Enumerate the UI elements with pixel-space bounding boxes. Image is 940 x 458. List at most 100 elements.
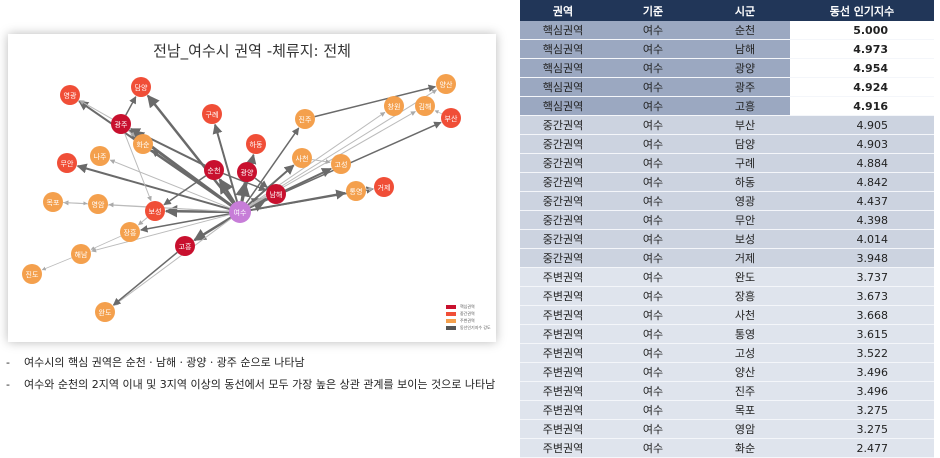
cell-base: 여수: [606, 96, 700, 116]
legend-swatch: [446, 304, 456, 309]
graph-node: 여수: [229, 201, 251, 223]
legend-item: 동선인기지수 강도: [446, 324, 491, 331]
graph-title: 전남_여수시 권역 -체류지: 전체: [153, 42, 351, 60]
cell-score: 3.673: [790, 286, 934, 306]
cell-city: 부산: [700, 115, 790, 135]
table-row: 주변권역 여수 양산 3.496: [520, 362, 934, 382]
graph-node: 장흥: [120, 222, 140, 242]
cell-score: 3.668: [790, 305, 934, 325]
legend-item: 중간권역: [446, 310, 491, 317]
cell-city: 순천: [700, 21, 790, 40]
note-text: 여수와 순천의 2지역 이내 및 3지역 이상의 동선에서 모두 가장 높은 상…: [24, 378, 496, 391]
graph-edge: [76, 163, 231, 211]
cell-city: 목포: [700, 400, 790, 420]
cell-score: 3.275: [790, 400, 934, 420]
graph-node-label: 여수: [234, 208, 247, 217]
cell-city: 양산: [700, 362, 790, 382]
graph-node: 거제: [374, 177, 394, 197]
graph-node-circle: [374, 177, 394, 197]
graph-node-circle: [175, 236, 195, 256]
table-row: 주변권역 여수 영암 3.275: [520, 419, 934, 439]
graph-node: 보성: [145, 201, 165, 221]
graph-node-circle: [71, 244, 91, 264]
graph-node: 해남: [71, 244, 91, 264]
graph-node: 영암: [88, 194, 108, 214]
graph-node-circle: [57, 153, 77, 173]
graph-node-circle: [436, 74, 456, 94]
graph-node-label: 해남: [75, 250, 88, 259]
graph-node-label: 무안: [61, 159, 74, 168]
graph-node-circle: [295, 109, 315, 129]
graph-node: 완도: [95, 302, 115, 322]
graph-node-label: 남해: [270, 190, 283, 199]
graph-node-circle: [415, 96, 435, 116]
graph-node-circle: [292, 148, 312, 168]
cell-base: 여수: [606, 400, 700, 420]
cell-city: 영광: [700, 191, 790, 211]
cell-base: 여수: [606, 286, 700, 306]
cell-score: 4.398: [790, 210, 934, 230]
graph-node-label: 부산: [445, 114, 458, 123]
cell-base: 여수: [606, 172, 700, 192]
graph-node-label: 순천: [208, 166, 221, 175]
table-row: 핵심권역 여수 고흥 4.916: [520, 96, 934, 116]
graph-node: 구례: [202, 104, 222, 124]
graph-node-circle: [60, 85, 80, 105]
table-row: 주변권역 여수 통영 3.615: [520, 324, 934, 344]
cell-region: 중간권역: [520, 248, 606, 268]
graph-edge: [112, 251, 178, 306]
table-row: 핵심권역 여수 광주 4.924: [520, 77, 934, 97]
table-row: 주변권역 여수 화순 2.477: [520, 438, 934, 458]
table-row: 핵심권역 여수 광양 4.954: [520, 58, 934, 78]
graph-node-circle: [22, 264, 42, 284]
graph-node-circle: [346, 181, 366, 201]
graph-node: 남해: [266, 184, 286, 204]
cell-score: 3.496: [790, 362, 934, 382]
graph-edge: [138, 217, 148, 226]
cell-score: 4.014: [790, 229, 934, 249]
cell-city: 고흥: [700, 96, 790, 116]
graph-edge: [125, 96, 137, 116]
cell-region: 중간권역: [520, 115, 606, 135]
cell-score: 3.737: [790, 267, 934, 287]
graph-node: 김해: [415, 96, 435, 116]
cell-base: 여수: [606, 229, 700, 249]
graph-node-circle: [441, 108, 461, 128]
cell-region: 주변권역: [520, 438, 606, 458]
notes: - 여수시의 핵심 권역은 순천ㆍ남해ㆍ광양ㆍ광주 순으로 나타남 - 여수와 순천…: [6, 352, 516, 396]
graph-edge: [164, 205, 231, 218]
graph-node: 통영: [346, 181, 366, 201]
graph-node: 나주: [90, 146, 110, 166]
table-row: 중간권역 여수 구례 4.884: [520, 153, 934, 173]
legend-swatch: [446, 318, 456, 323]
cell-region: 중간권역: [520, 191, 606, 211]
graph-node-circle: [384, 96, 404, 116]
note-item: - 여수와 순천의 2지역 이내 및 3지역 이상의 동선에서 모두 가장 높은 …: [6, 378, 496, 391]
table-row: 주변권역 여수 진주 3.496: [520, 381, 934, 401]
table-row: 주변권역 여수 목포 3.275: [520, 400, 934, 420]
graph-edge: [62, 201, 88, 206]
graph-node-label: 거제: [378, 183, 391, 192]
graph-node: 순천: [204, 160, 224, 180]
cell-score: 3.496: [790, 381, 934, 401]
network-graph-panel: 여수 순천 남해 광양 광주 고흥 부산 담양 구례 하동 영광 무안 보성 거제 완도 장흥 사천 통영 고성 양산…: [8, 34, 496, 342]
cell-base: 여수: [606, 115, 700, 135]
legend-label: 주변권역: [460, 317, 475, 323]
graph-edge: [90, 235, 122, 250]
table-header-row: 권역 기준 시군 동선 인기지수: [520, 0, 934, 21]
ranking-table: 권역 기준 시군 동선 인기지수 핵심권역 여수 순천 5.000 핵심권역 여수 남해 4.…: [520, 0, 934, 458]
graph-node-label: 보성: [149, 207, 162, 216]
cell-base: 여수: [606, 153, 700, 173]
graph-node-label: 나주: [94, 152, 107, 161]
cell-base: 여수: [606, 267, 700, 287]
graph-node: 고성: [331, 154, 351, 174]
graph-edge: [79, 100, 113, 120]
cell-base: 여수: [606, 248, 700, 268]
table-row: 중간권역 여수 부산 4.905: [520, 115, 934, 135]
cell-city: 화순: [700, 438, 790, 458]
cell-city: 광주: [700, 77, 790, 97]
graph-edge: [151, 149, 233, 207]
graph-node-circle: [88, 194, 108, 214]
